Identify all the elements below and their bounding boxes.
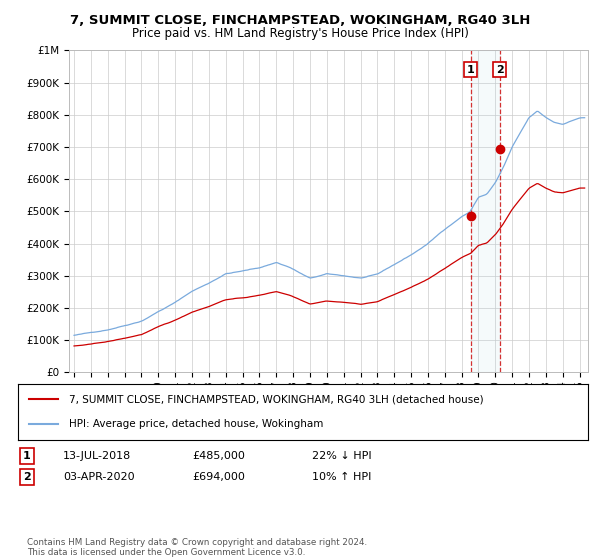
Text: £485,000: £485,000 (192, 451, 245, 461)
Text: 1: 1 (23, 451, 31, 461)
Text: 10% ↑ HPI: 10% ↑ HPI (312, 472, 371, 482)
Text: 7, SUMMIT CLOSE, FINCHAMPSTEAD, WOKINGHAM, RG40 3LH (detached house): 7, SUMMIT CLOSE, FINCHAMPSTEAD, WOKINGHA… (70, 394, 484, 404)
Text: 22% ↓ HPI: 22% ↓ HPI (312, 451, 371, 461)
Text: £694,000: £694,000 (192, 472, 245, 482)
Text: 7, SUMMIT CLOSE, FINCHAMPSTEAD, WOKINGHAM, RG40 3LH: 7, SUMMIT CLOSE, FINCHAMPSTEAD, WOKINGHA… (70, 14, 530, 27)
Text: Contains HM Land Registry data © Crown copyright and database right 2024.
This d: Contains HM Land Registry data © Crown c… (27, 538, 367, 557)
Text: 1: 1 (467, 65, 475, 74)
Text: HPI: Average price, detached house, Wokingham: HPI: Average price, detached house, Woki… (70, 419, 323, 429)
Text: Price paid vs. HM Land Registry's House Price Index (HPI): Price paid vs. HM Land Registry's House … (131, 27, 469, 40)
Text: 2: 2 (496, 65, 503, 74)
Text: 03-APR-2020: 03-APR-2020 (63, 472, 134, 482)
Text: 13-JUL-2018: 13-JUL-2018 (63, 451, 131, 461)
Bar (470, 50, 500, 372)
Text: 2: 2 (23, 472, 31, 482)
